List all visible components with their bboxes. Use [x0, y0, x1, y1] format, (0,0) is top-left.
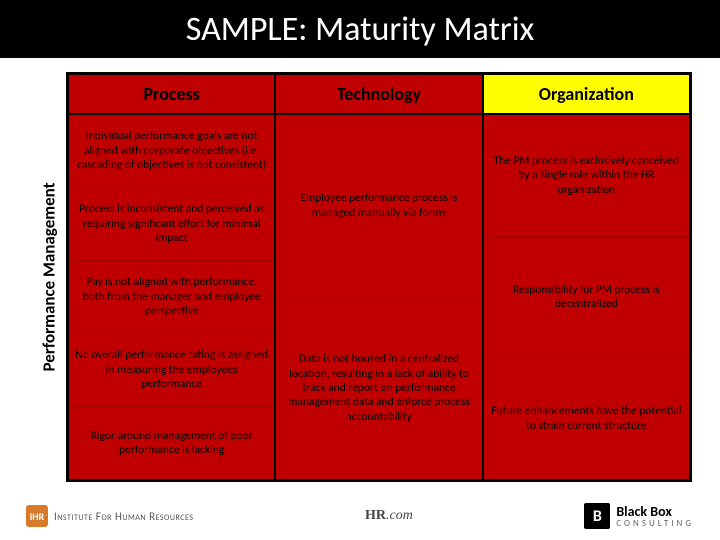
col-process: Individual performance goals are not ali…: [68, 114, 275, 480]
col-organization: The PM process is exclusively conceived …: [483, 114, 690, 480]
logo-blackbox: B Black Box CONSULTING: [584, 503, 694, 529]
cell-text: Process is inconsistent and perceived as…: [69, 188, 274, 261]
body-row: Individual performance goals are not ali…: [68, 114, 690, 480]
footer-logos: iHR Institute For Human Resources HR.com…: [0, 498, 720, 534]
ihr-mark-icon: iHR: [26, 505, 48, 527]
row-category-text: Performance Management: [39, 183, 60, 372]
cell-text: Pay is not aligned with performance, bot…: [69, 261, 274, 334]
cell-text: Employee performance process is managed …: [276, 115, 481, 298]
blackbox-line1: Black Box: [616, 505, 694, 519]
hr-rest: .com: [386, 508, 413, 523]
blackbox-line2: CONSULTING: [616, 519, 694, 528]
blackbox-mark-icon: B: [584, 503, 610, 529]
matrix-grid: Process Technology Organization Individu…: [66, 72, 692, 482]
logo-ihr: iHR Institute For Human Resources: [26, 505, 194, 527]
cell-text: The PM process is exclusively conceived …: [484, 115, 689, 237]
hr-bold: HR: [365, 508, 386, 523]
cell-text: Rigor around management of poor performa…: [69, 407, 274, 479]
header-technology: Technology: [275, 74, 482, 114]
col-technology: Employee performance process is managed …: [275, 114, 482, 480]
cell-text: Responsibility for PM process is decentr…: [484, 237, 689, 359]
header-process: Process: [68, 74, 275, 114]
header-row: Process Technology Organization: [68, 74, 690, 114]
slide-title: SAMPLE: Maturity Matrix: [0, 0, 720, 58]
maturity-matrix: Performance Management Process Technolog…: [32, 72, 692, 482]
ihr-text: Institute For Human Resources: [54, 510, 194, 523]
cell-text: Individual performance goals are not ali…: [69, 115, 274, 188]
cell-text: No overall performance rating is assigne…: [69, 334, 274, 407]
cell-text: Future enhancements have the potential t…: [484, 358, 689, 479]
row-category-label: Performance Management: [32, 72, 66, 482]
blackbox-text: Black Box CONSULTING: [616, 505, 694, 528]
cell-text: Data is not housed in a centralized loca…: [276, 298, 481, 480]
logo-hrcom: HR.com: [365, 508, 413, 524]
header-organization: Organization: [483, 74, 690, 114]
